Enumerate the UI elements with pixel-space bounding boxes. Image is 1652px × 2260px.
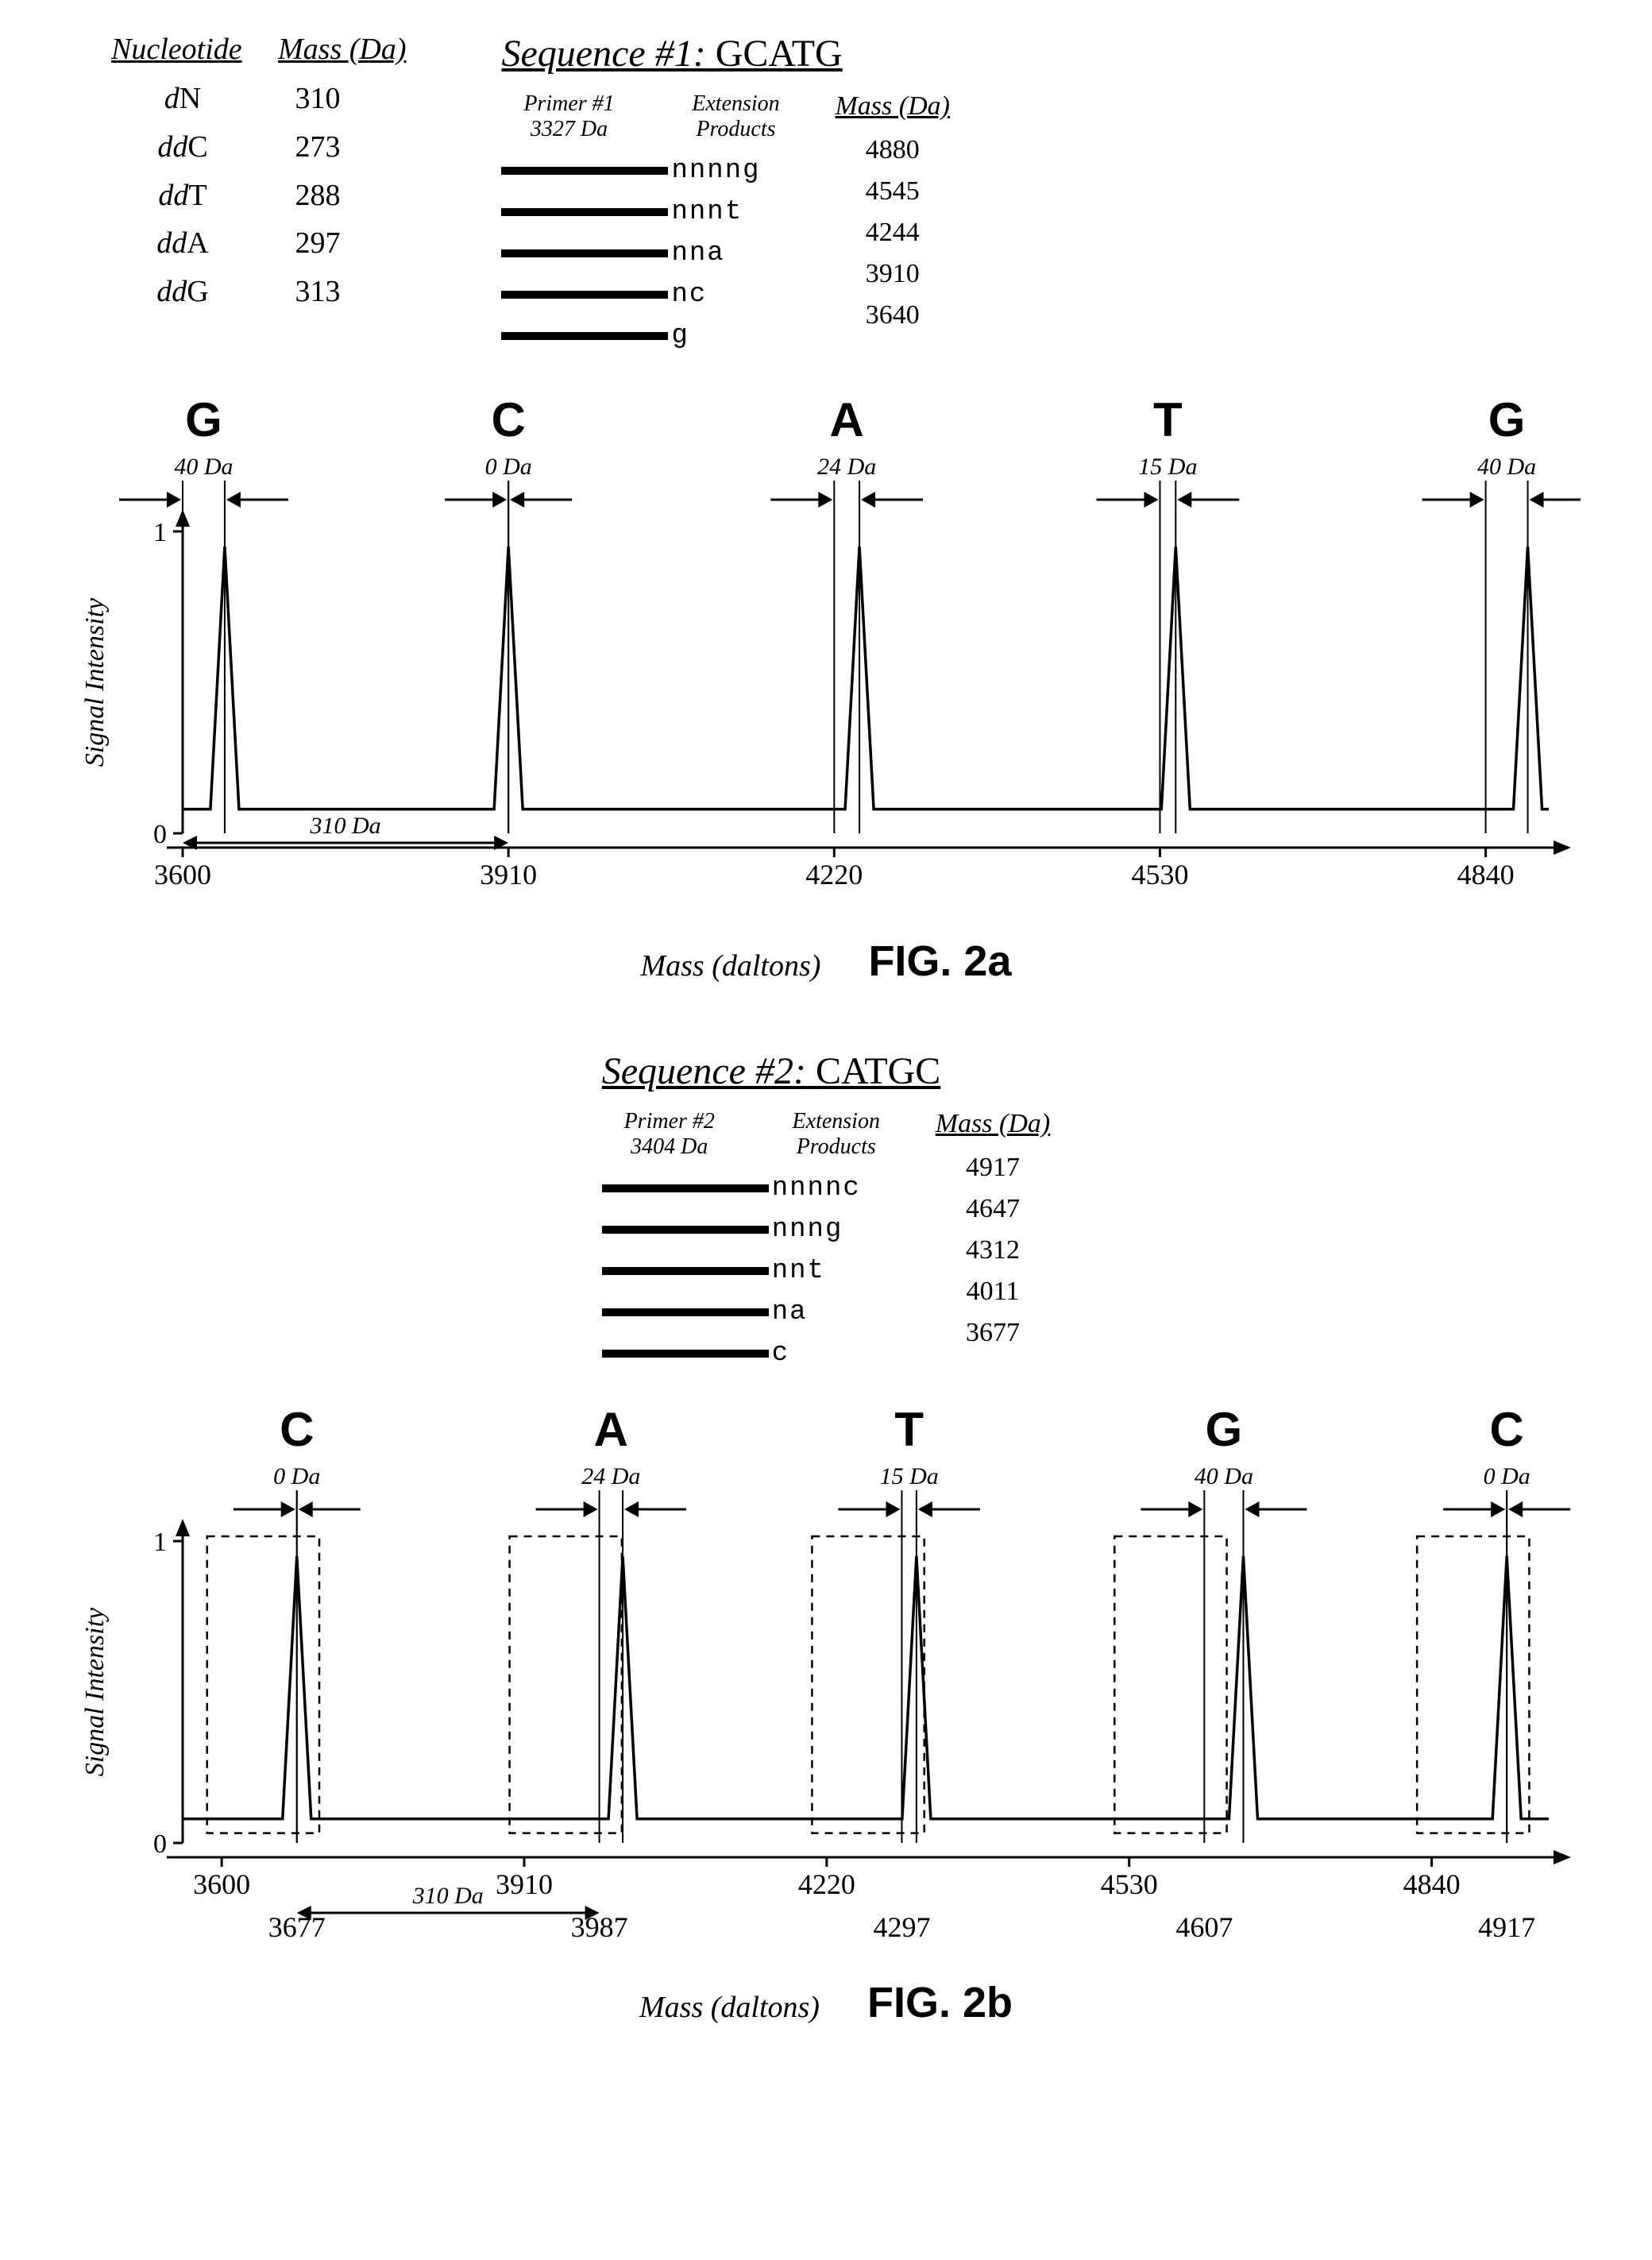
svg-text:24 Da: 24 Da (817, 454, 876, 480)
sequence-2-block: Sequence #2: CATGC Primer #2 3404 Da Ext… (602, 1049, 1050, 1374)
svg-text:40 Da: 40 Da (1195, 1463, 1253, 1489)
chart-fig-2a: Signal Intensity 0 1 G 40 Da C 0 Da A 24 Da T 15 D… (71, 388, 1581, 929)
extension-product-row: g (501, 315, 803, 357)
nucleotide-row: ddC273 (111, 123, 406, 172)
primer2-label: Primer #2 (602, 1109, 737, 1134)
primer2-mass: 3404 Da (602, 1134, 737, 1160)
extension-mass-value: 4917 (936, 1147, 1050, 1188)
svg-text:A: A (594, 1403, 628, 1456)
svg-text:C: C (1489, 1403, 1523, 1456)
extension-mass-value: 4647 (936, 1188, 1050, 1230)
mass-header: Mass (Da) (278, 32, 406, 67)
svg-text:T: T (1153, 393, 1183, 446)
svg-text:3600: 3600 (154, 859, 211, 890)
extension-product-row: nnnt (501, 191, 803, 233)
svg-text:40 Da: 40 Da (1477, 454, 1536, 480)
svg-text:G: G (1488, 393, 1526, 446)
extension-mass-value: 4312 (936, 1230, 1050, 1271)
sequence-2-section: Sequence #2: CATGC Primer #2 3404 Da Ext… (48, 1049, 1604, 1374)
seq1-title-label: Sequence #1: (501, 33, 705, 75)
extension-mass-value: 4880 (835, 129, 949, 171)
svg-text:4840: 4840 (1457, 859, 1515, 890)
svg-text:310 Da: 310 Da (412, 1883, 484, 1909)
extension-product-row: na (602, 1292, 904, 1333)
sequence-1-block: Sequence #1: GCATG Primer #1 3327 Da Ext… (501, 32, 949, 357)
svg-text:3910: 3910 (496, 1868, 553, 1900)
svg-text:0: 0 (153, 820, 167, 849)
extension-product-row: nnt (602, 1250, 904, 1292)
nucleotide-row: ddA297 (111, 219, 406, 268)
svg-text:310 Da: 310 Da (309, 813, 380, 839)
svg-text:4917: 4917 (1478, 1911, 1535, 1943)
svg-text:C: C (280, 1403, 314, 1456)
extension-mass-value: 4011 (936, 1271, 1050, 1312)
svg-text:4297: 4297 (873, 1911, 930, 1943)
extension-product-row: nnnng (501, 150, 803, 191)
svg-text:Signal Intensity: Signal Intensity (80, 1607, 110, 1776)
seq2-title-label: Sequence #2: (602, 1050, 806, 1092)
nucleotide-row: dN310 (111, 75, 406, 123)
svg-text:4220: 4220 (798, 1868, 855, 1900)
svg-text:T: T (894, 1403, 924, 1456)
svg-text:4220: 4220 (805, 859, 863, 890)
primer1-label: Primer #1 (501, 91, 636, 117)
fig-2a-label: FIG. 2a (868, 937, 1011, 986)
extension-mass-value: 4244 (835, 212, 949, 253)
ext-products-label: Extension Products (668, 91, 803, 142)
svg-text:1: 1 (153, 518, 167, 547)
svg-text:0 Da: 0 Da (1484, 1463, 1530, 1489)
svg-text:3987: 3987 (571, 1911, 628, 1943)
svg-text:15 Da: 15 Da (1138, 454, 1197, 480)
svg-text:0 Da: 0 Da (273, 1463, 320, 1489)
chart1-xlabel: Mass (daltons) (640, 948, 820, 983)
svg-text:3910: 3910 (480, 859, 537, 890)
svg-text:0 Da: 0 Da (485, 454, 532, 480)
extension-product-row: nnng (602, 1209, 904, 1250)
chart2-xlabel: Mass (daltons) (639, 1990, 820, 2025)
svg-text:Signal Intensity: Signal Intensity (80, 597, 110, 767)
svg-text:40 Da: 40 Da (174, 454, 233, 480)
extension-product-row: c (602, 1333, 904, 1374)
svg-text:3600: 3600 (193, 1868, 250, 1900)
extension-product-row: nna (501, 233, 803, 274)
chart-fig-2b: Signal Intensity 0 1 C 0 Da A 24 Da T 15 Da G 40 D… (71, 1398, 1581, 1970)
svg-text:G: G (185, 393, 222, 446)
svg-text:24 Da: 24 Da (581, 1463, 640, 1489)
primer1-mass: 3327 Da (501, 117, 636, 142)
nucleotide-row: ddG313 (111, 268, 406, 316)
svg-text:1: 1 (153, 1528, 167, 1557)
extension-mass-value: 3677 (936, 1312, 1050, 1354)
extension-mass-value: 3910 (835, 253, 949, 295)
svg-text:C: C (491, 393, 525, 446)
extension-product-row: nnnnc (602, 1168, 904, 1209)
nuc-header: Nucleotide (111, 32, 254, 67)
nucleotide-mass-table: Nucleotide Mass (Da) dN310ddC273ddT288dd… (111, 32, 406, 357)
fig-2b-label: FIG. 2b (867, 1978, 1013, 2027)
extension-mass-value: 4545 (835, 171, 949, 212)
extension-product-row: nc (501, 274, 803, 315)
seq1-mass-header: Mass (Da) (835, 91, 949, 122)
seq1-title-value: GCATG (716, 33, 843, 75)
svg-text:15 Da: 15 Da (880, 1463, 939, 1489)
extension-mass-value: 3640 (835, 295, 949, 336)
seq2-title-value: CATGC (816, 1050, 940, 1092)
svg-text:4530: 4530 (1101, 1868, 1158, 1900)
svg-text:A: A (830, 393, 864, 446)
svg-text:4607: 4607 (1175, 1911, 1233, 1943)
svg-text:0: 0 (153, 1829, 167, 1859)
svg-text:3677: 3677 (268, 1911, 326, 1943)
svg-text:G: G (1206, 1403, 1243, 1456)
svg-text:4530: 4530 (1131, 859, 1188, 890)
seq2-mass-header: Mass (Da) (936, 1109, 1050, 1139)
nucleotide-row: ddT288 (111, 172, 406, 220)
top-row: Nucleotide Mass (Da) dN310ddC273ddT288dd… (48, 32, 1604, 357)
svg-text:4840: 4840 (1403, 1868, 1461, 1900)
ext-products-label-2: Extension Products (769, 1109, 904, 1160)
